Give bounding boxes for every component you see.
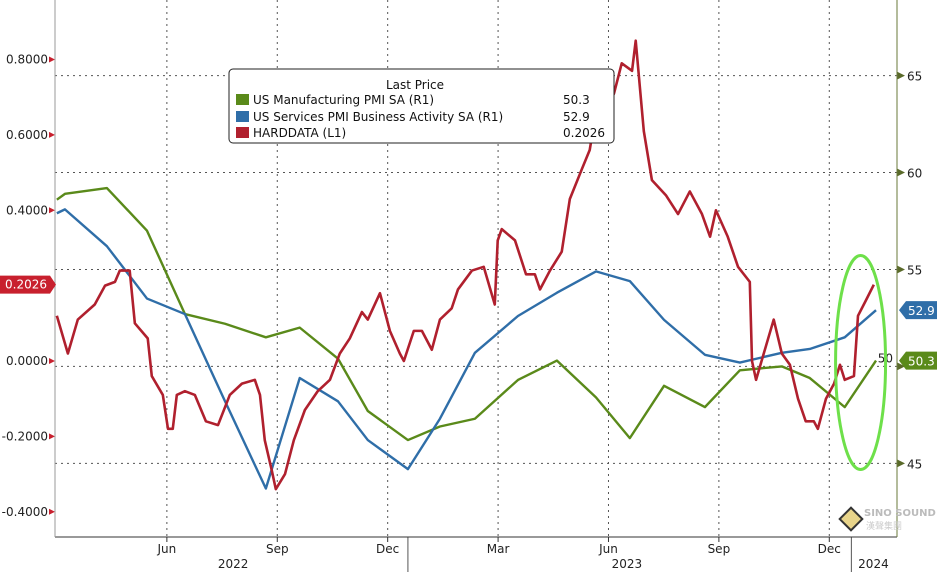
- right-tick-label: 55: [907, 263, 922, 277]
- x-tick-label: Sep: [266, 542, 289, 556]
- x-tick-label: Mar: [487, 542, 510, 556]
- series-line-harddata: [55, 39, 875, 491]
- last-value-tags: 0.2026 52.9 50.3: [0, 275, 937, 370]
- last-value-tag-text: 52.9: [908, 304, 935, 318]
- left-tick-marker: [49, 358, 55, 365]
- left-tick-label: 0.0000: [6, 354, 48, 368]
- last-value-tag-right: [899, 301, 937, 320]
- right-tick-label: 65: [907, 70, 922, 84]
- right-tick-label: 45: [907, 457, 922, 471]
- annotation: [834, 254, 888, 472]
- legend-value-services: 52.9: [563, 110, 590, 124]
- watermark-text: SINO SOUND: [864, 508, 936, 519]
- last-value-tag-text: 50.3: [908, 355, 935, 369]
- left-tick-label: 0.6000: [6, 128, 48, 142]
- legend-label-services: US Services PMI Business Activity SA (R1…: [253, 110, 503, 124]
- x-tick-label: Dec: [818, 542, 841, 556]
- right-tick-marker: [897, 265, 905, 274]
- right-tick-label: 60: [907, 167, 922, 181]
- left-tick-marker: [49, 508, 55, 515]
- series-lines: [55, 39, 878, 491]
- legend-label-manufacturing: US Manufacturing PMI SA (R1): [253, 93, 434, 107]
- last-value-tag-text: 0.2026: [5, 278, 47, 292]
- last-value-tag-left: [0, 275, 56, 294]
- left-tick-marker: [49, 207, 55, 214]
- x-tick-label: Jun: [156, 542, 176, 556]
- legend: Last Price US Manufacturing PMI SA (R1) …: [228, 68, 615, 144]
- x-tick-label: Dec: [376, 542, 399, 556]
- last-value-tag-right: [899, 351, 937, 370]
- left-tick-label: -0.4000: [2, 505, 48, 519]
- right-tick-marker: [897, 362, 905, 371]
- legend-title: Last Price: [386, 78, 444, 92]
- legend-swatch-manufacturing: [236, 94, 249, 105]
- right-tick-marker: [897, 459, 905, 468]
- legend-swatch-harddata: [236, 127, 249, 138]
- legend-value-harddata: 0.2026: [563, 126, 605, 140]
- x-tick-label: Sep: [708, 542, 731, 556]
- watermark-subtext: 漢聲集團: [866, 520, 902, 532]
- legend-swatch-services: [236, 111, 249, 122]
- year-label: 2022: [218, 557, 249, 571]
- watermark-logo: SINO SOUND 漢聲集團: [838, 506, 936, 532]
- year-label: 2023: [612, 557, 643, 571]
- left-tick-marker: [49, 433, 55, 440]
- left-tick-label: 0.8000: [6, 53, 48, 67]
- x-tick-label: Jun: [598, 542, 618, 556]
- left-tick-marker: [49, 131, 55, 138]
- right-tick-marker: [897, 71, 905, 80]
- year-label: 2024: [858, 557, 889, 571]
- series-line-us-services-pmi-business-activity-sa: [56, 208, 877, 490]
- legend-label-harddata: HARDDATA (L1): [253, 126, 346, 140]
- left-tick-label: 0.4000: [6, 203, 48, 217]
- legend-value-manufacturing: 50.3: [563, 93, 590, 107]
- highlight-ellipse: [834, 254, 888, 472]
- left-tick-marker: [49, 56, 55, 63]
- right-tick-marker: [897, 168, 905, 177]
- left-tick-label: -0.2000: [2, 429, 48, 443]
- series-line-us-manufacturing-pmi-sa: [56, 186, 878, 442]
